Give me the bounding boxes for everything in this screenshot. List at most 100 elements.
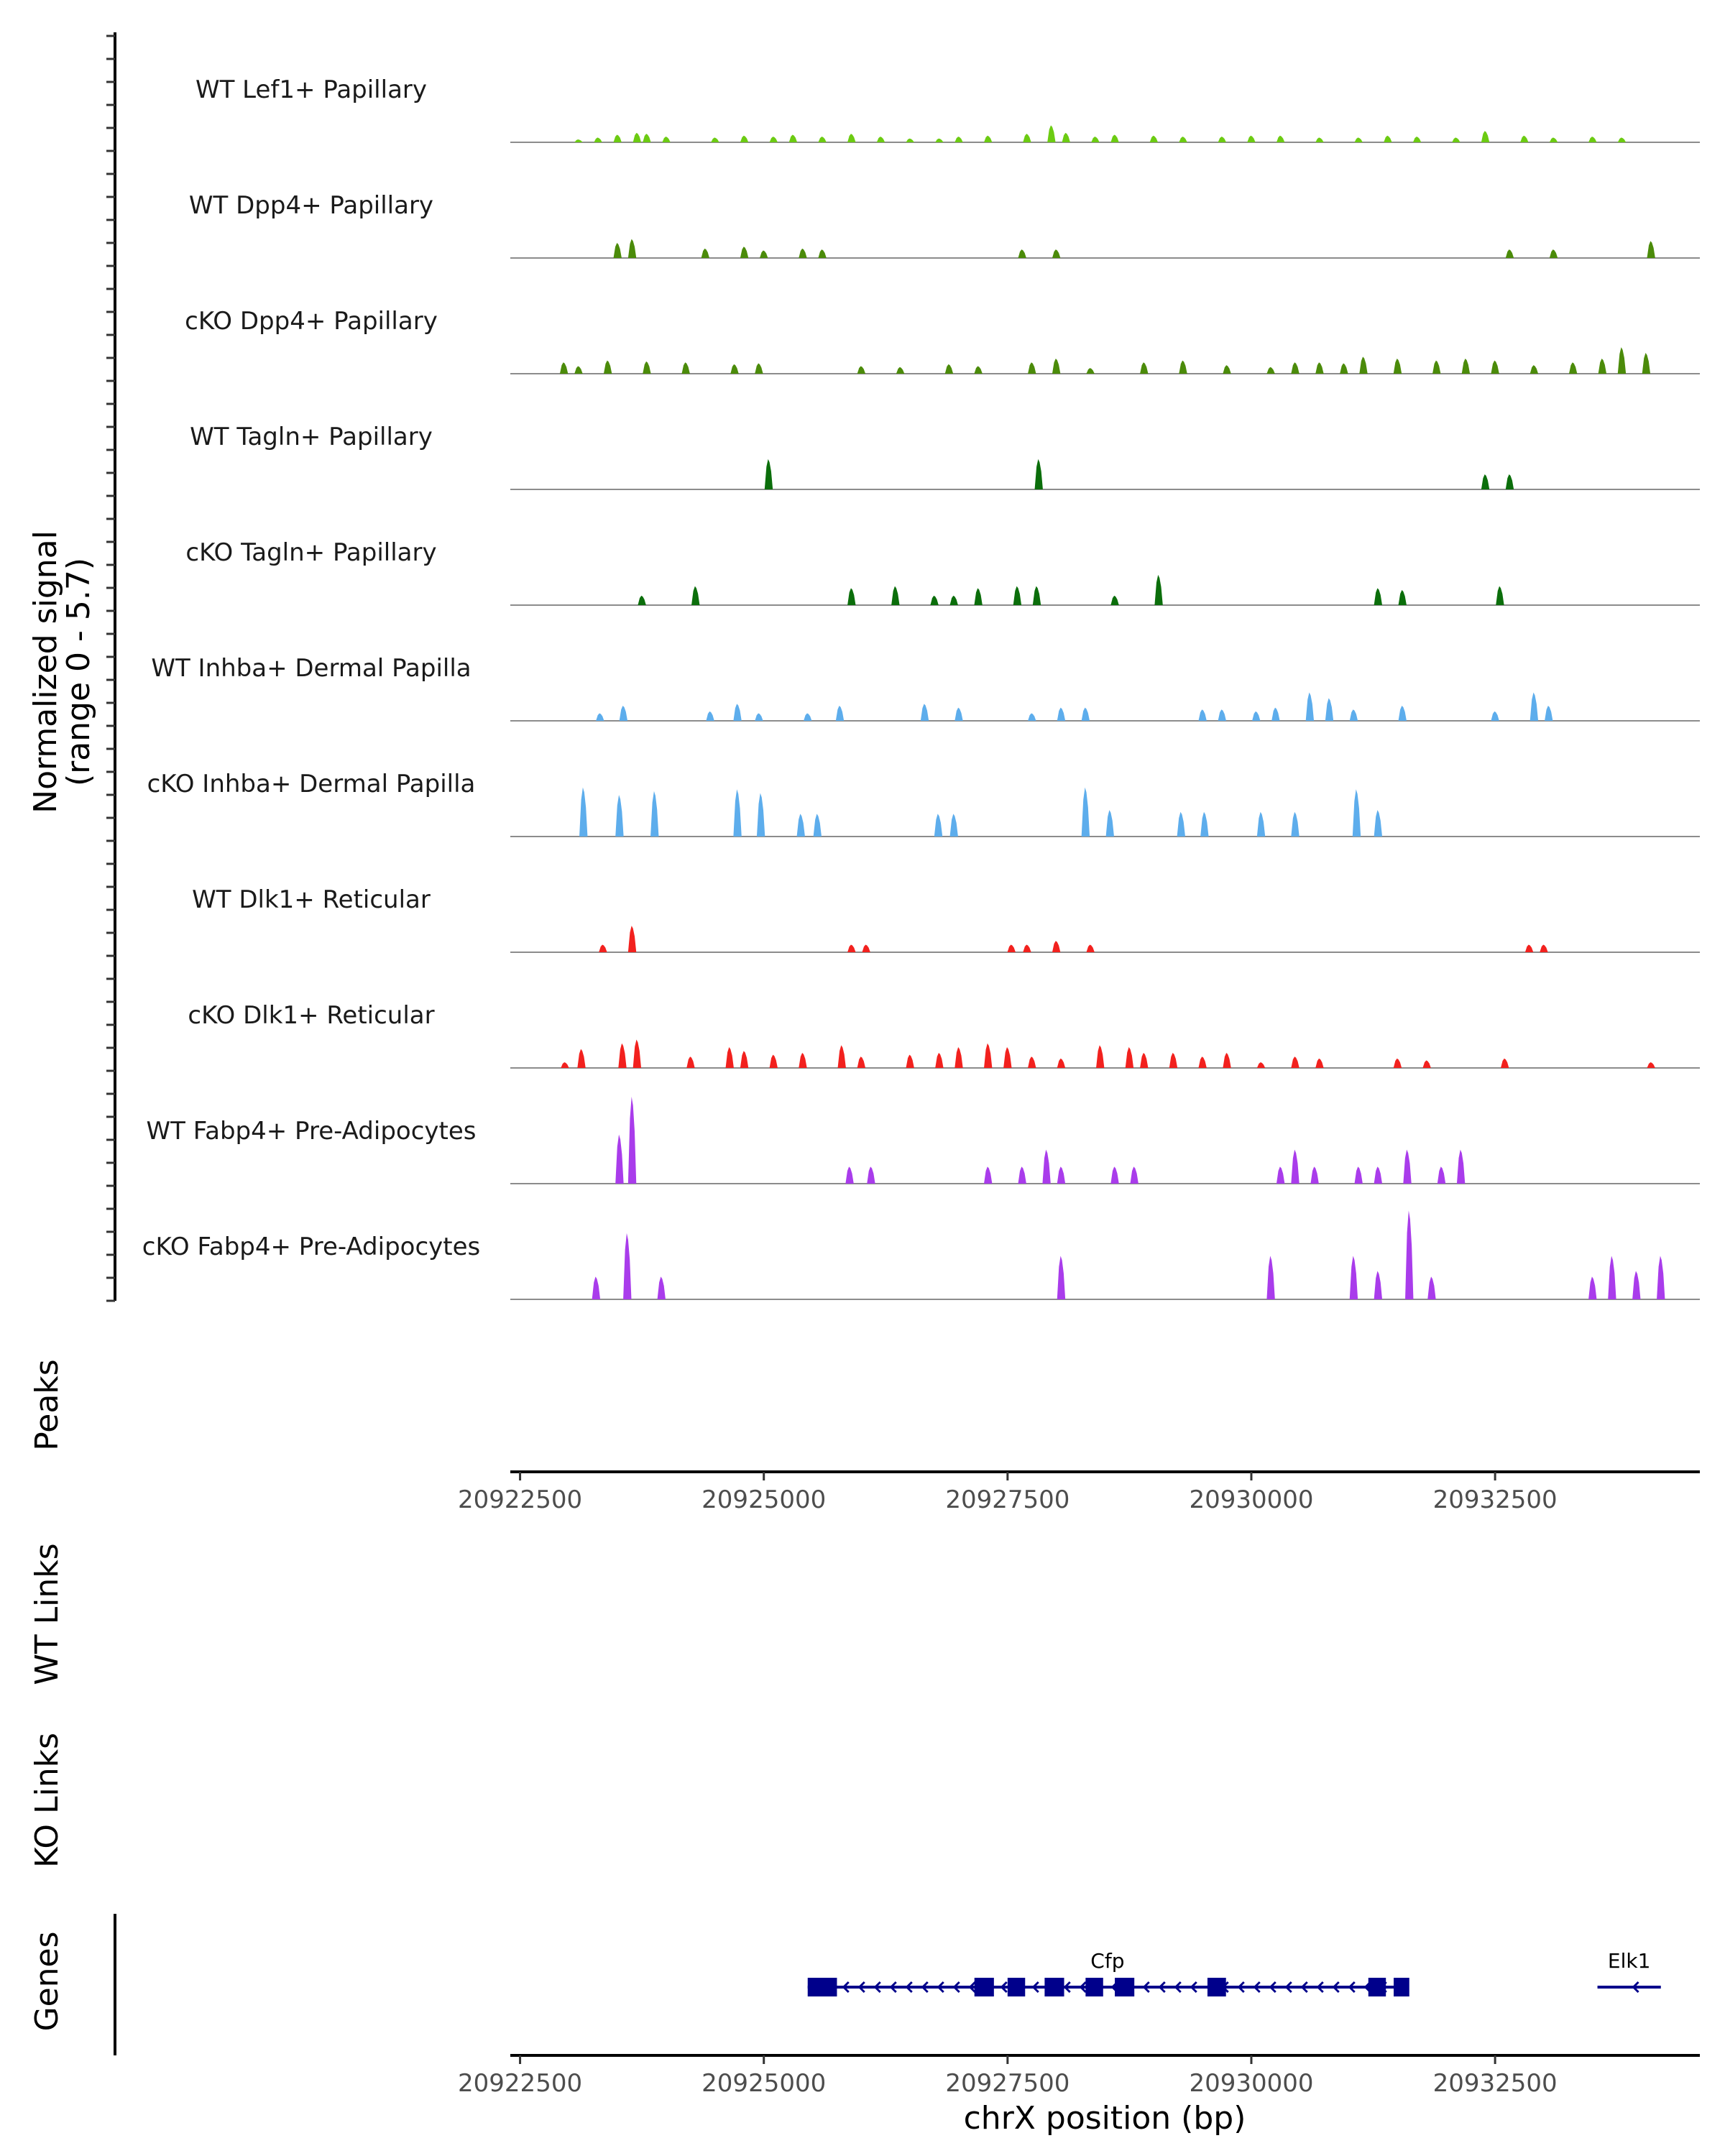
signal-peak — [769, 1054, 778, 1068]
signal-peak — [1110, 134, 1119, 142]
gene-exon — [1044, 1978, 1064, 1996]
signal-peak — [1028, 713, 1036, 721]
signal-peak — [1461, 358, 1471, 374]
signal-peak — [1642, 353, 1651, 374]
signal-peak — [984, 1166, 993, 1184]
strand-arrow — [937, 1981, 944, 1994]
signal-peak — [1530, 365, 1539, 374]
signal-peak — [1568, 362, 1578, 374]
signal-peak — [813, 814, 822, 837]
signal-peak — [1617, 347, 1627, 374]
signal-peak — [627, 926, 637, 952]
signal-peak — [1354, 137, 1363, 142]
signal-peak — [935, 1052, 944, 1068]
signal-peak — [1340, 363, 1348, 374]
signal-peak — [1393, 1058, 1402, 1068]
signal-peak — [1223, 1052, 1231, 1068]
signal-peak — [1047, 125, 1056, 142]
track-label: WT Dlk1+ Reticular — [192, 885, 431, 914]
signal-peak — [1315, 137, 1324, 142]
signal-peak — [1105, 810, 1114, 837]
gene-exon — [974, 1978, 994, 1996]
signal-peak — [1028, 1056, 1036, 1068]
signal-peak — [1481, 131, 1490, 142]
track: WT Inhba+ Dermal Papilla — [151, 654, 1700, 722]
gene-exon — [807, 1978, 837, 1996]
signal-peak — [574, 139, 583, 142]
track-label: cKO Inhba+ Dermal Papilla — [147, 770, 476, 798]
signal-peak — [1481, 474, 1490, 489]
signal-peak — [613, 242, 622, 258]
strand-arrow — [921, 1981, 929, 1994]
gene-track: Cfp Elk1 — [807, 1949, 1661, 1996]
signal-peak — [1491, 360, 1499, 374]
y-axis-label-line2: (range 0 - 5.7) — [60, 558, 97, 786]
signal-peak — [837, 1045, 846, 1068]
signal-peak — [1198, 709, 1207, 721]
track-label: WT Fabp4+ Pre-Adipocytes — [147, 1117, 477, 1146]
signal-peak — [1315, 1058, 1324, 1068]
signal-peak — [1125, 1047, 1134, 1068]
track: cKO Tagln+ Papillary — [185, 538, 1700, 606]
signal-peak — [1310, 1166, 1319, 1184]
gene-exon — [1207, 1978, 1226, 1996]
signal-peak — [577, 1049, 586, 1068]
signal-peak — [1032, 586, 1041, 605]
track: WT Dpp4+ Papillary — [189, 191, 1700, 259]
x-axis-middle-tick-label: 20932500 — [1433, 1485, 1558, 1514]
ko-links-label: KO Links — [29, 1733, 65, 1868]
signal-peak — [1177, 811, 1186, 837]
gene-label: Elk1 — [1608, 1949, 1651, 1973]
signal-peak — [1505, 249, 1514, 258]
signal-peak — [615, 795, 624, 837]
signal-peak — [686, 1056, 695, 1068]
signal-peak — [1608, 1256, 1616, 1299]
signal-peak — [1096, 1045, 1105, 1068]
signal-peak — [1256, 1062, 1266, 1068]
signal-peak — [1276, 135, 1285, 142]
strand-arrow — [1174, 1981, 1182, 1994]
gene-exon — [1394, 1978, 1409, 1996]
signal-peak — [1422, 1060, 1431, 1068]
strand-arrow — [1031, 1981, 1039, 1994]
track-label: cKO Dpp4+ Papillary — [185, 307, 438, 336]
signal-peak — [1657, 1256, 1665, 1299]
signal-peak — [857, 366, 866, 374]
signal-peak — [1545, 705, 1553, 721]
x-axis-bottom-tick-label: 20930000 — [1189, 2069, 1313, 2098]
signal-peak — [1291, 811, 1300, 837]
signal-peak — [650, 791, 659, 837]
signal-peak — [954, 1047, 963, 1068]
signal-peak — [1403, 1149, 1412, 1184]
signal-peak — [1647, 241, 1655, 258]
signal-peak — [1588, 1276, 1597, 1299]
x-axis-bottom: 20922500 20925000 20927500 20930000 20932500 — [458, 2054, 1700, 2098]
signal-peak — [862, 944, 870, 952]
signal-peak — [1086, 944, 1095, 952]
signal-peak — [1154, 574, 1163, 605]
track: cKO Dpp4+ Papillary — [185, 307, 1700, 374]
signal-peak — [835, 705, 845, 721]
signal-peak — [755, 363, 763, 374]
signal-peak — [1140, 362, 1149, 374]
signal-peak — [1200, 811, 1209, 837]
signal-peak — [691, 586, 700, 605]
signal-peak — [561, 1062, 569, 1068]
signal-peak — [613, 134, 622, 142]
signal-peak — [756, 793, 765, 837]
strand-arrow — [873, 1981, 881, 1994]
signal-peak — [1349, 1256, 1358, 1299]
signal-peak — [1598, 358, 1607, 374]
track-label: cKO Dlk1+ Reticular — [188, 1001, 434, 1030]
signal-peak — [847, 588, 856, 605]
strand-arrow — [1079, 1981, 1087, 1994]
track-label: WT Lef1+ Papillary — [196, 75, 427, 104]
signal-peak — [799, 248, 807, 258]
signal-peak — [930, 595, 939, 605]
y-axis — [106, 32, 116, 1302]
signal-peak — [1091, 137, 1100, 142]
strand-arrow — [1000, 1981, 1008, 1994]
signal-peak — [799, 1052, 807, 1068]
signal-peak — [1256, 811, 1266, 837]
track-label: WT Inhba+ Dermal Papilla — [151, 654, 471, 683]
